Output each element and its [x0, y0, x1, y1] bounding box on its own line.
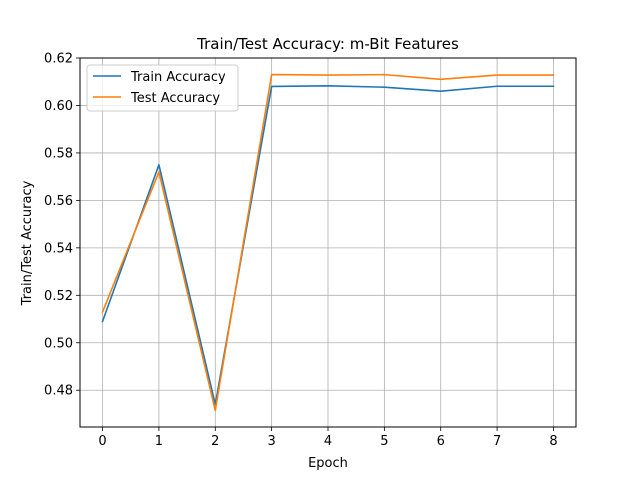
x-tick-label: 1 [155, 434, 163, 449]
x-axis-label: Epoch [308, 456, 348, 471]
y-tick-label: 0.50 [44, 336, 73, 351]
x-tick-label: 8 [549, 434, 557, 449]
y-tick-label: 0.54 [44, 241, 73, 256]
x-tick-label: 0 [98, 434, 106, 449]
grid [80, 57, 576, 427]
y-tick-label: 0.60 [44, 99, 73, 114]
series-lines [101, 73, 555, 412]
x-tick-label: 3 [267, 434, 275, 449]
legend-box [86, 64, 239, 112]
legend-label-test: Test Accuracy [130, 91, 220, 106]
y-tick-label: 0.62 [44, 52, 73, 67]
y-tick-label: 0.52 [44, 289, 73, 304]
y-tick-label: 0.56 [44, 194, 73, 209]
y-tick-label: 0.58 [44, 146, 73, 161]
x-tick-label: 5 [380, 434, 388, 449]
ticks: 0 1 2 3 4 5 6 7 8 0.48 0.50 0.52 0.54 0.56 0.58 0.60 0.6… [44, 52, 558, 450]
x-tick-label: 4 [324, 434, 332, 449]
x-tick-label: 7 [493, 434, 501, 449]
series-line-train [101, 84, 555, 406]
y-axis-label: Train/Test Accuracy [20, 180, 35, 306]
y-tick-label: 0.48 [44, 384, 73, 399]
chart-title: Train/Test Accuracy: m-Bit Features [196, 35, 459, 53]
x-tick-label: 2 [211, 434, 219, 449]
x-tick-label: 6 [437, 434, 445, 449]
series-line-test [101, 73, 555, 412]
legend-label-train: Train Accuracy [130, 70, 226, 85]
legend: Train Accuracy Test Accuracy [86, 64, 239, 112]
